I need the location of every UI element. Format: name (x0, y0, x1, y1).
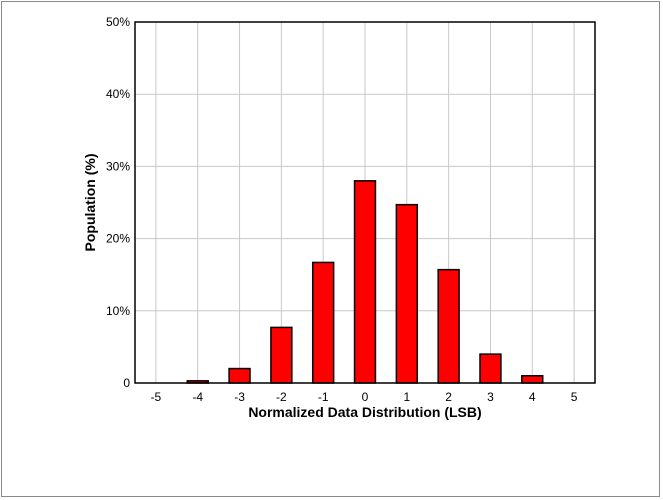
x-tick-label: 4 (529, 390, 536, 404)
x-tick-label: -1 (318, 390, 329, 404)
bar--2 (270, 326, 293, 384)
y-tick-label: 0 (123, 376, 130, 390)
y-tick-label: 50% (106, 15, 130, 29)
bars (186, 180, 544, 384)
y-tick-label: 20% (106, 232, 130, 246)
x-tick-label: 5 (571, 390, 578, 404)
plot-area-border (134, 21, 596, 384)
x-tick-label: -5 (151, 390, 162, 404)
bar-3 (479, 353, 502, 384)
x-tick-label: 0 (362, 390, 369, 404)
y-tick-label: 40% (106, 87, 130, 101)
x-tick-label: 1 (403, 390, 410, 404)
x-tick-label: -3 (234, 390, 245, 404)
bar-1 (395, 203, 419, 384)
y-tick-label: 30% (106, 159, 130, 173)
x-axis-label: Normalized Data Distribution (LSB) (248, 404, 481, 420)
bar--1 (311, 261, 335, 384)
x-tick-label: 2 (445, 390, 452, 404)
bar--3 (228, 367, 251, 384)
x-tick-label: 3 (487, 390, 494, 404)
x-tick-labels: -5 -4 -3 -2 -1 0 1 2 3 4 5 (151, 390, 578, 404)
y-axis-label: Population (%) (82, 154, 98, 252)
y-tick-labels: 0 10% 20% 30% 40% 50% (106, 15, 130, 390)
x-tick-label: -2 (276, 390, 287, 404)
bar-0 (353, 180, 377, 384)
bar-2 (437, 268, 460, 384)
bar-4 (521, 375, 544, 384)
x-tick-label: -4 (192, 390, 203, 404)
y-tick-label: 10% (106, 304, 130, 318)
